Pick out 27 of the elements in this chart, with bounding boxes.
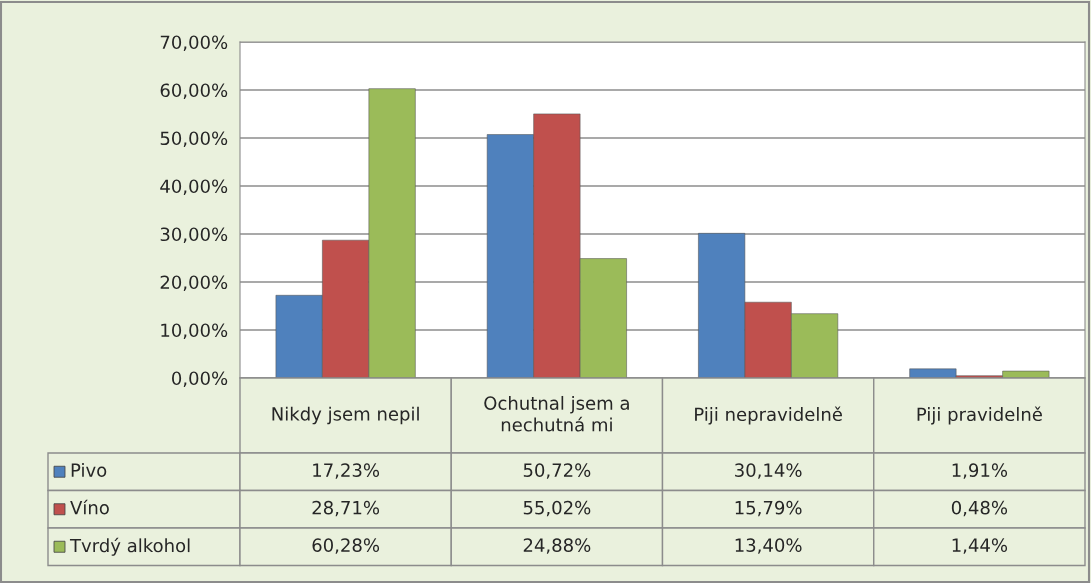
x-tick-label: Piji nepravidelně (695, 406, 842, 425)
x-tick-label: Nikdy jsem nepil (272, 406, 419, 425)
data-label: 15,79% (735, 500, 802, 517)
data-label: 60,28% (312, 538, 380, 554)
data-label: 28,71% (312, 500, 380, 517)
legend-label: Pivo (71, 463, 107, 477)
data-label: 13,40% (735, 538, 802, 554)
y-tick-label: 40,00% (160, 179, 228, 195)
y-tick-label: 60,00% (160, 83, 228, 99)
data-label: 55,02% (523, 500, 591, 517)
data-label: 30,14% (735, 463, 802, 479)
legend-label: Víno (70, 499, 109, 515)
data-label: 24,88% (523, 538, 591, 554)
data-label: 1,91% (952, 463, 1008, 479)
y-tick-label: 0,00% (172, 371, 228, 387)
y-tick-label: 10,00% (161, 323, 228, 339)
data-label: 50,72% (523, 463, 591, 479)
y-tick-label: 20,00% (160, 275, 228, 291)
y-tick-label: 70,00% (160, 35, 228, 51)
data-label: 1,44% (952, 538, 1008, 554)
y-tick-label: 50,00% (160, 131, 228, 147)
data-label: 0,48% (951, 500, 1008, 517)
y-tick-label: 30,00% (160, 227, 228, 243)
x-tick-label: Piji pravidelně (917, 406, 1042, 425)
x-tick-label: Ochutnal jsem a nechutná mi (484, 395, 629, 432)
legend-label: Tvrdý alkohol (69, 537, 190, 556)
data-label: 17,23% (313, 463, 380, 479)
